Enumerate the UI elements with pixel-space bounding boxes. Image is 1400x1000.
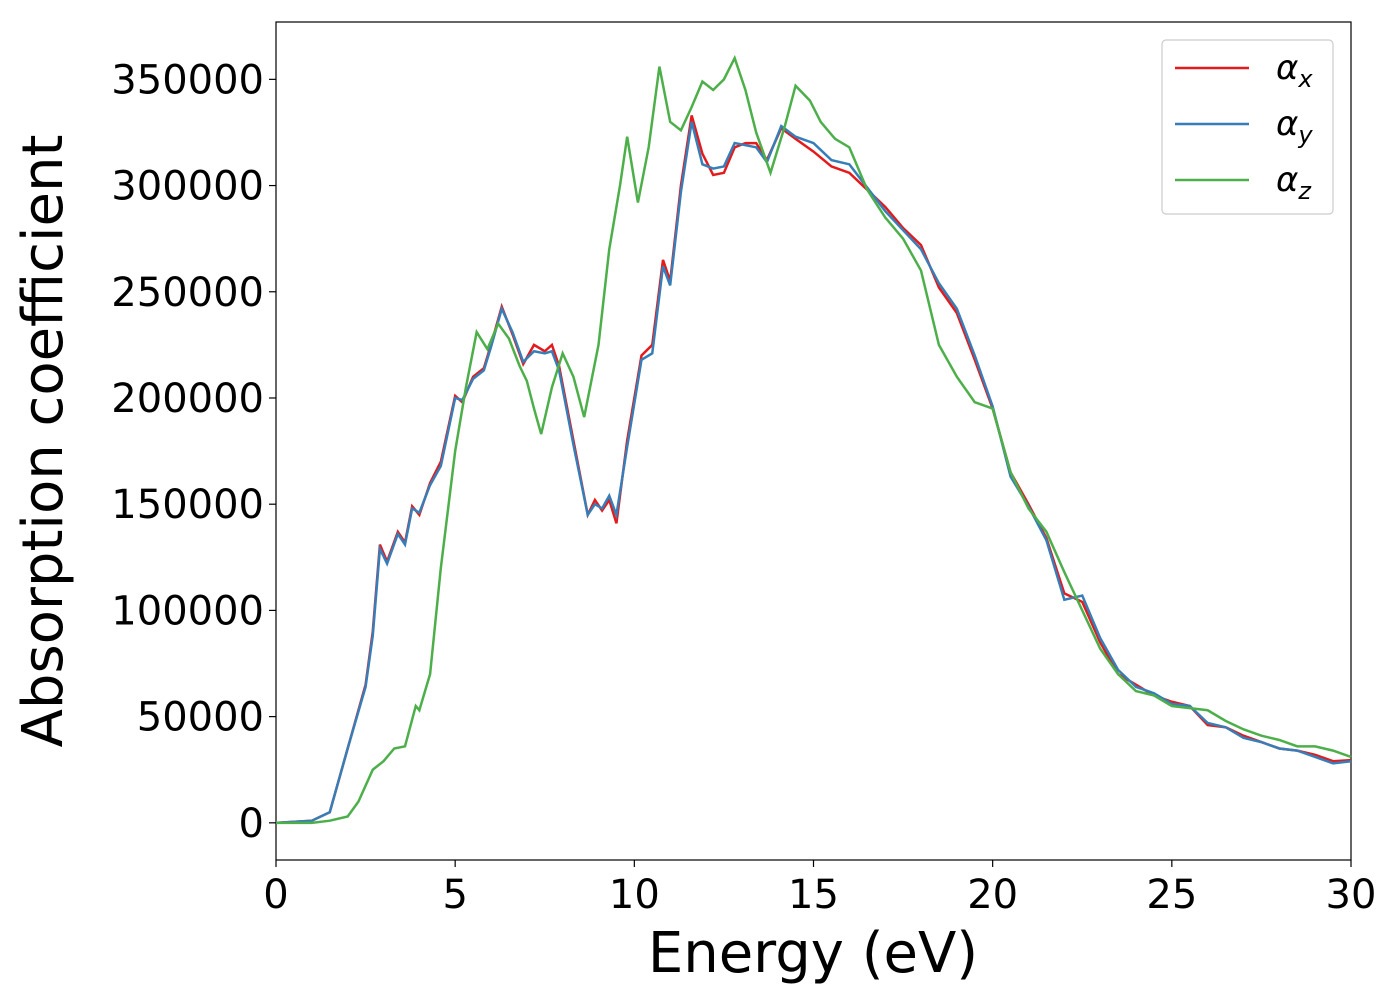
data-line: [275, 121, 1352, 825]
y-tick-label: 200000: [111, 376, 264, 422]
y-tick-label: 0: [239, 801, 264, 847]
x-tick-label: 0: [263, 872, 288, 918]
x-tick-label: 30: [1326, 872, 1377, 918]
data-line: [276, 54, 1352, 825]
y-tick-label: 150000: [111, 482, 264, 528]
x-axis-label: Energy (eV): [648, 921, 978, 986]
legend-box: [1161, 39, 1334, 215]
legend-label: αy: [1276, 104, 1313, 149]
data-line: [275, 115, 1352, 825]
legend-label: αx: [1276, 48, 1313, 93]
x-tick-label: 10: [609, 872, 660, 918]
y-tick-label: 250000: [111, 270, 264, 316]
x-tick-label: 5: [442, 872, 467, 918]
legend-label: αz: [1276, 160, 1312, 205]
y-tick-label: 100000: [111, 588, 264, 634]
y-axis-label: Absorption coefficient: [11, 135, 76, 748]
y-tick-label: 50000: [137, 695, 264, 741]
y-tick-label: 300000: [111, 164, 264, 210]
x-tick-label: 15: [788, 872, 839, 918]
x-tick-label: 25: [1146, 872, 1197, 918]
y-tick-label: 350000: [111, 57, 264, 103]
x-tick-label: 20: [967, 872, 1018, 918]
